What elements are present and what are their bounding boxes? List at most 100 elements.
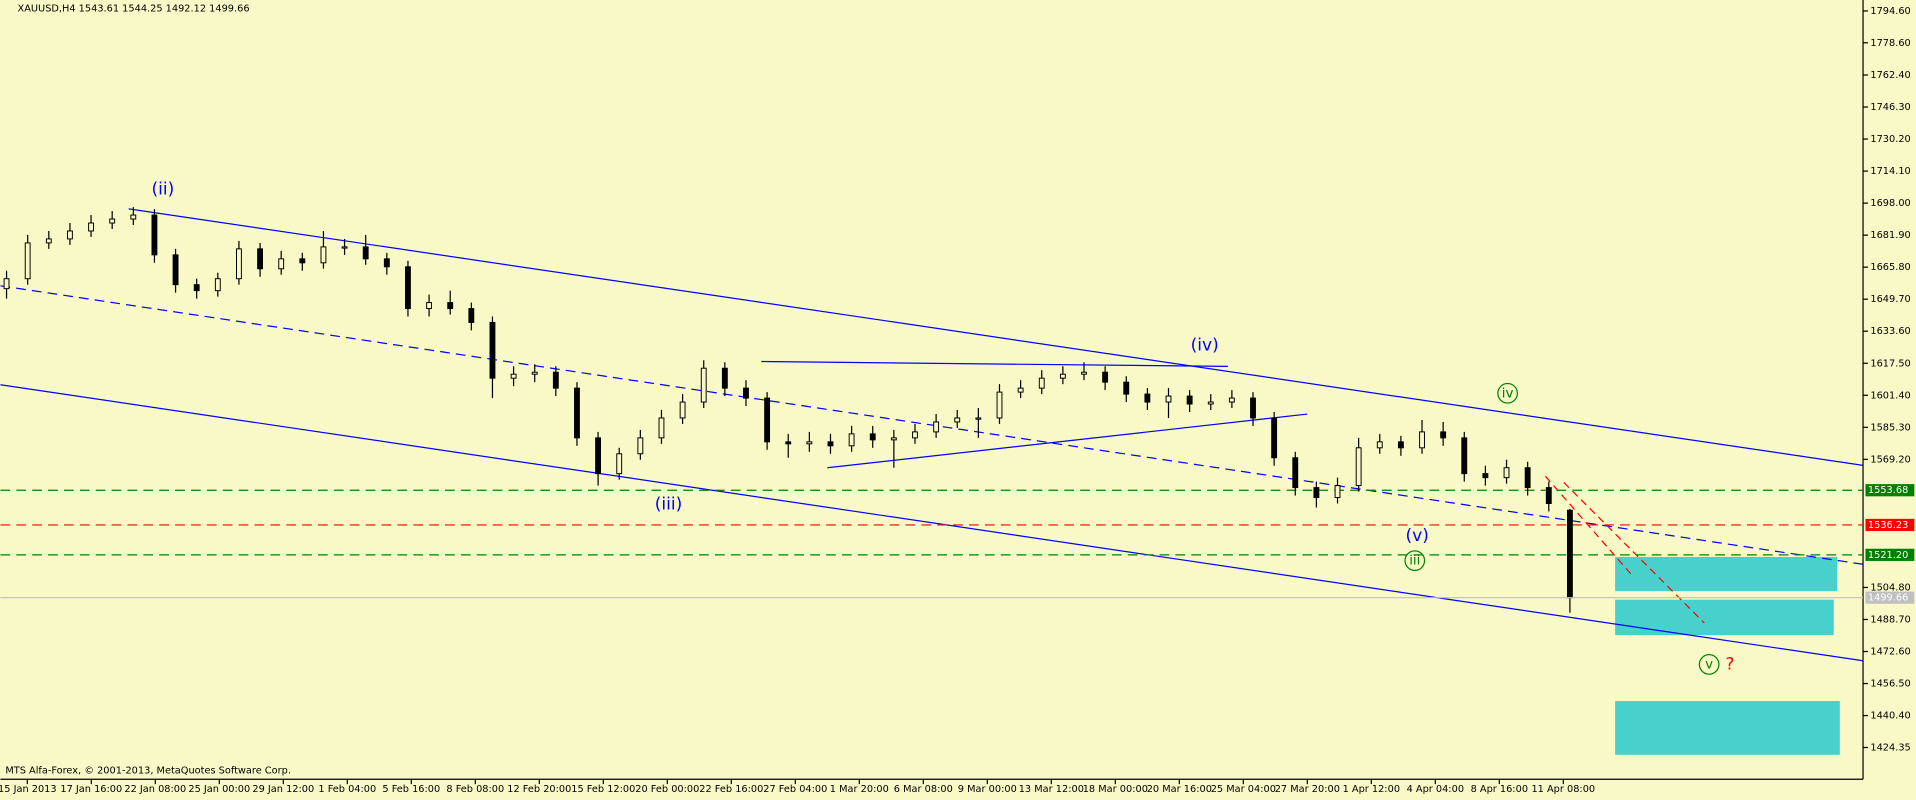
x-tick-label: 15 Feb 12:00 <box>571 784 635 795</box>
candle-body <box>1038 377 1045 389</box>
candle-body <box>1524 467 1531 489</box>
candle-body <box>1017 387 1024 393</box>
candle-body <box>552 371 559 389</box>
x-tick-label: 15 Jan 2013 <box>0 784 57 795</box>
candle-body <box>1207 401 1214 405</box>
wave-label: (ii) <box>151 179 174 199</box>
level-tag <box>1865 548 1915 561</box>
chart-title: XAUUSD,H4 1543.61 1544.25 1492.12 1499.6… <box>18 4 250 15</box>
x-tick-label: 27 Mar 20:00 <box>1275 784 1340 795</box>
candle-body <box>405 266 411 310</box>
level-label: 1536.23 <box>1868 520 1908 531</box>
y-tick-label: 1762.40 <box>1870 70 1910 81</box>
level-label: 1521.20 <box>1868 550 1908 561</box>
candle-body <box>1271 417 1278 459</box>
candle-body <box>1355 447 1362 487</box>
candle-body <box>1250 397 1256 419</box>
y-tick-label: 1794.60 <box>1870 6 1910 17</box>
candle-body <box>341 246 348 249</box>
x-tick-label: 18 Mar 00:00 <box>1083 784 1148 795</box>
x-tick-label: 11 Apr 08:00 <box>1531 784 1595 795</box>
candle-body <box>975 417 982 420</box>
x-tick-label: 1 Feb 04:00 <box>318 784 376 795</box>
candle-body <box>214 278 221 292</box>
wave-label: (iii) <box>655 494 683 514</box>
candle-body <box>447 302 454 310</box>
wave-label: v <box>1705 657 1713 672</box>
y-tick-label: 1633.60 <box>1870 326 1910 337</box>
candle-body <box>574 387 580 439</box>
y-tick-label: 1746.30 <box>1870 102 1910 113</box>
candle-body <box>1059 373 1066 379</box>
candle-body <box>806 441 813 445</box>
candle-body <box>66 230 73 240</box>
x-tick-label: 25 Mar 04:00 <box>1211 784 1276 795</box>
candle-body <box>996 391 1003 419</box>
triangle-line <box>761 360 1228 368</box>
y-tick-label: 1472.60 <box>1870 647 1910 658</box>
wave-label: iv <box>1502 386 1514 401</box>
candle-body <box>426 302 433 310</box>
y-tick-label: 1778.60 <box>1870 38 1910 49</box>
candle-body <box>383 258 390 268</box>
candle-body <box>193 284 200 292</box>
candle-body <box>1419 431 1425 449</box>
candle-body <box>1102 371 1109 383</box>
annotation-circle <box>1404 550 1426 571</box>
y-tick-label: 1617.50 <box>1870 358 1910 369</box>
x-tick-label: 8 Apr 16:00 <box>1471 784 1528 795</box>
annotation-circle <box>1497 382 1518 404</box>
candle-body <box>616 453 623 475</box>
candle-body <box>24 242 31 280</box>
wave-label: ? <box>1725 654 1734 674</box>
candle-body <box>172 254 179 286</box>
candle-body <box>1292 457 1299 489</box>
candle-body <box>109 218 116 224</box>
wave-label: (iv) <box>1191 336 1219 356</box>
x-tick-label: 29 Jan 12:00 <box>252 784 314 795</box>
candle-body <box>700 367 707 403</box>
candle-body <box>130 214 137 220</box>
x-tick-label: 25 Jan 00:00 <box>188 784 250 795</box>
y-tick-label: 1440.40 <box>1870 711 1910 722</box>
candle-body <box>1376 441 1383 449</box>
candle-body <box>785 441 792 445</box>
footer: MTS Alfa-Forex, © 2001-2013, MetaQuotes … <box>5 766 291 777</box>
channel-mid <box>0 285 1864 565</box>
x-tick-label: 12 Feb 20:00 <box>507 784 571 795</box>
x-tick-label: 20 Feb 00:00 <box>635 784 699 795</box>
candle-body <box>3 278 10 290</box>
zone <box>1615 701 1840 755</box>
candle-body <box>45 238 52 244</box>
candle-body <box>1397 441 1404 449</box>
x-tick-label: 6 Mar 08:00 <box>894 784 953 795</box>
candle-body <box>1165 395 1172 403</box>
level-tag <box>1865 518 1915 532</box>
y-tick-label: 1601.40 <box>1870 390 1910 401</box>
candle-body <box>1081 371 1087 375</box>
price-tag <box>1865 591 1915 604</box>
candle-body <box>595 437 602 475</box>
candle-body <box>679 401 686 419</box>
candle-body <box>721 367 728 389</box>
candle-body <box>658 417 665 439</box>
candle-body <box>510 373 517 379</box>
candle-body <box>954 417 961 423</box>
y-tick-label: 1585.30 <box>1870 422 1910 433</box>
triangle-line <box>827 413 1308 469</box>
candle-body <box>1566 509 1573 599</box>
candle-body <box>1144 393 1151 403</box>
candle-body <box>827 441 834 447</box>
x-tick-label: 1 Apr 12:00 <box>1343 784 1400 795</box>
y-tick-label: 1649.70 <box>1870 294 1910 305</box>
candle-body <box>1123 381 1130 395</box>
y-tick-label: 1456.50 <box>1870 679 1910 690</box>
wave-label: (v) <box>1406 526 1429 546</box>
y-tick-label: 1698.00 <box>1870 198 1910 209</box>
zone <box>1615 599 1834 636</box>
candle-body <box>489 321 496 379</box>
candle-body <box>764 397 771 443</box>
candle-body <box>1461 437 1468 475</box>
